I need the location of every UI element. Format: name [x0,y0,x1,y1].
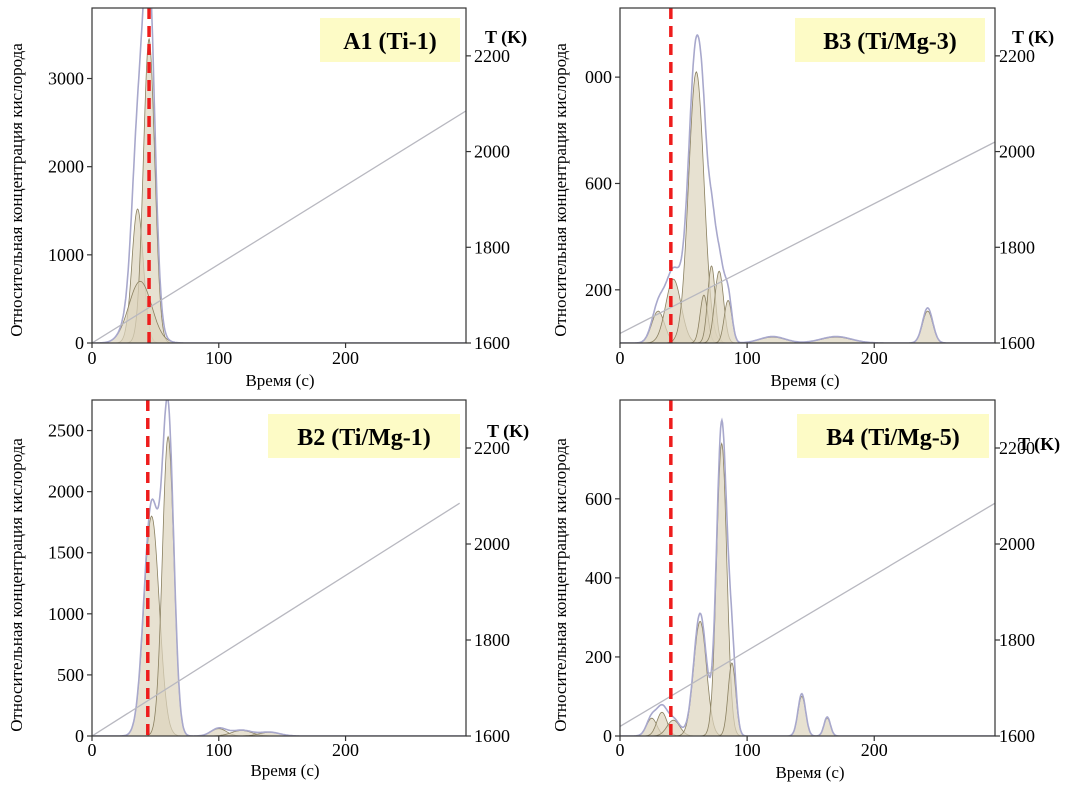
temperature-line [620,502,995,727]
x-tick-label: 200 [332,348,359,368]
y2-tick-label: 2000 [474,142,510,162]
panel-b4-ti-mg-5: 0 200 400 600 1600 1800 2000 2200 0 100 200 Время (… [551,399,1060,782]
panel-title-box [320,18,460,62]
y-tick-label: 600 [585,173,612,193]
y-tick-label: 200 [585,280,612,300]
y-tick-label: 1500 [48,543,84,563]
y-tick-label: 2500 [48,421,84,441]
y-tick-label: 2000 [48,482,84,502]
panel-title-box [797,414,989,458]
y2-tick-label: 2000 [999,142,1035,162]
fitted-peak-8 [813,717,841,736]
y2-tick-label: 1600 [999,333,1035,353]
x-axis-title: Время (с) [775,763,844,782]
envelope-curve [92,400,466,736]
y-tick-label: 1000 [48,245,84,265]
x-tick-label: 100 [205,348,232,368]
y2-tick-label: 2000 [474,534,510,554]
fitted-peak-7 [785,696,818,736]
panel-title: B3 (Ti/Mg-3) [823,29,957,55]
y-tick-label: 1000 [48,604,84,624]
y2-tick-label: 1800 [474,630,510,650]
plot-frame [619,399,996,737]
y2-axis-title: T (K) [1012,27,1054,48]
envelope-curve [92,8,466,343]
y2-tick-label: 2200 [999,438,1035,458]
x-tick-label: 100 [734,740,761,760]
y2-tick-label: 1800 [474,237,510,257]
y-tick-label: 500 [57,665,84,685]
y2-tick-label: 1600 [999,726,1035,746]
y2-tick-label: 1800 [999,237,1035,257]
envelope-curve [620,34,995,343]
y-axis-title: Относительная концентрация кислорода [7,438,26,732]
y2-tick-label: 1600 [474,726,510,746]
y-axis-title: Относительная концентрация кислорода [7,43,26,337]
panel-title-box [268,414,460,458]
y-axis-title: Относительная концентрация кислорода [551,438,570,732]
y2-tick-label: 2200 [999,46,1035,66]
panel-title: A1 (Ti-1) [343,29,437,55]
y-tick-label: 0 [75,333,84,353]
y-tick-label: 200 [585,647,612,667]
temperature-line [92,502,461,736]
panel-b2-ti-mg-1: 0 500 1000 1500 2000 2500 1600 1800 2000 2200 0 100… [7,399,529,780]
panel-title-box [795,18,985,62]
x-tick-label: 200 [861,348,888,368]
plot-area [92,8,466,343]
y-tick-label: 000 [585,67,612,87]
y2-tick-label: 1600 [474,333,510,353]
y-tick-label: 600 [585,489,612,509]
y2-axis-title: T (K) [1018,434,1060,455]
x-axis-title: Время (с) [770,371,839,390]
y2-tick-label: 2200 [474,46,510,66]
y2-axis-title: T (K) [485,27,527,48]
plot-area [620,400,995,736]
panel-title: B2 (Ti/Mg-1) [297,425,431,451]
x-tick-label: 0 [88,740,97,760]
y-tick-label: 0 [603,726,612,746]
envelope-curve [620,417,995,736]
plot-frame [91,399,467,737]
x-tick-label: 0 [616,740,625,760]
y2-tick-label: 1800 [999,630,1035,650]
panel-a1-ti-1: 0 1000 2000 3000 1600 1800 2000 2200 0 100 200 Врем… [7,7,527,390]
y-tick-label: 0 [75,726,84,746]
panel-title: B4 (Ti/Mg-5) [826,425,960,451]
x-tick-label: 100 [734,348,761,368]
y-axis-title: Относительная концентрация кислорода [551,43,570,337]
plot-frame [91,7,467,344]
x-axis-title: Время (с) [250,761,319,780]
fitted-peak-10 [906,310,949,343]
x-tick-label: 200 [332,740,359,760]
y-tick-label: 400 [585,568,612,588]
y2-tick-label: 2000 [999,534,1035,554]
x-tick-label: 0 [88,348,97,368]
x-tick-label: 0 [616,348,625,368]
temperature-line [92,110,466,343]
plot-area [92,400,466,736]
y-tick-label: 2000 [48,157,84,177]
panel-b3-ti-mg-3: 200 600 000 1600 1800 2000 2200 0 100 200 Время (с… [551,7,1054,390]
temperature-line [620,141,995,335]
y2-tick-label: 2200 [474,438,510,458]
y-tick-label: 3000 [48,69,84,89]
y2-axis-title: T (K) [487,421,529,442]
x-tick-label: 100 [205,740,232,760]
plot-frame [619,7,996,344]
x-axis-title: Время (с) [245,371,314,390]
x-tick-label: 200 [861,740,888,760]
